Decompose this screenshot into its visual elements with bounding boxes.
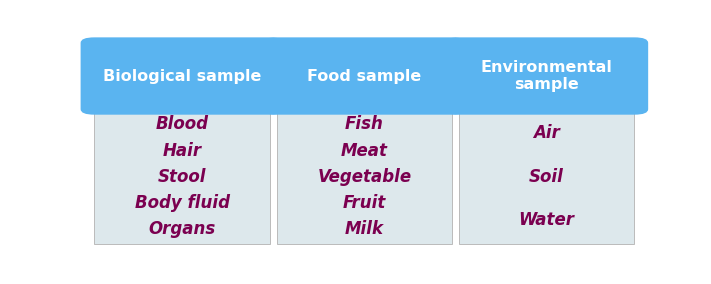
Text: Meat: Meat [341,141,388,160]
Text: Fruit: Fruit [343,194,386,212]
Text: Stool: Stool [158,168,206,186]
Text: Air: Air [533,124,560,142]
FancyBboxPatch shape [277,101,452,244]
Text: Environmental
sample: Environmental sample [481,60,613,92]
Text: Body fluid: Body fluid [134,194,230,212]
Text: Biological sample: Biological sample [103,68,262,83]
Text: Soil: Soil [529,168,564,186]
FancyBboxPatch shape [80,37,284,115]
Text: Vegetable: Vegetable [317,168,412,186]
Text: Hair: Hair [163,141,202,160]
FancyBboxPatch shape [459,101,634,244]
Text: Milk: Milk [345,220,384,238]
Text: Water: Water [518,211,574,229]
Text: Food sample: Food sample [307,68,422,83]
FancyBboxPatch shape [263,37,466,115]
Text: Organs: Organs [149,220,216,238]
FancyBboxPatch shape [445,37,648,115]
Text: Blood: Blood [156,116,209,133]
Text: Fish: Fish [345,116,384,133]
FancyBboxPatch shape [95,101,270,244]
